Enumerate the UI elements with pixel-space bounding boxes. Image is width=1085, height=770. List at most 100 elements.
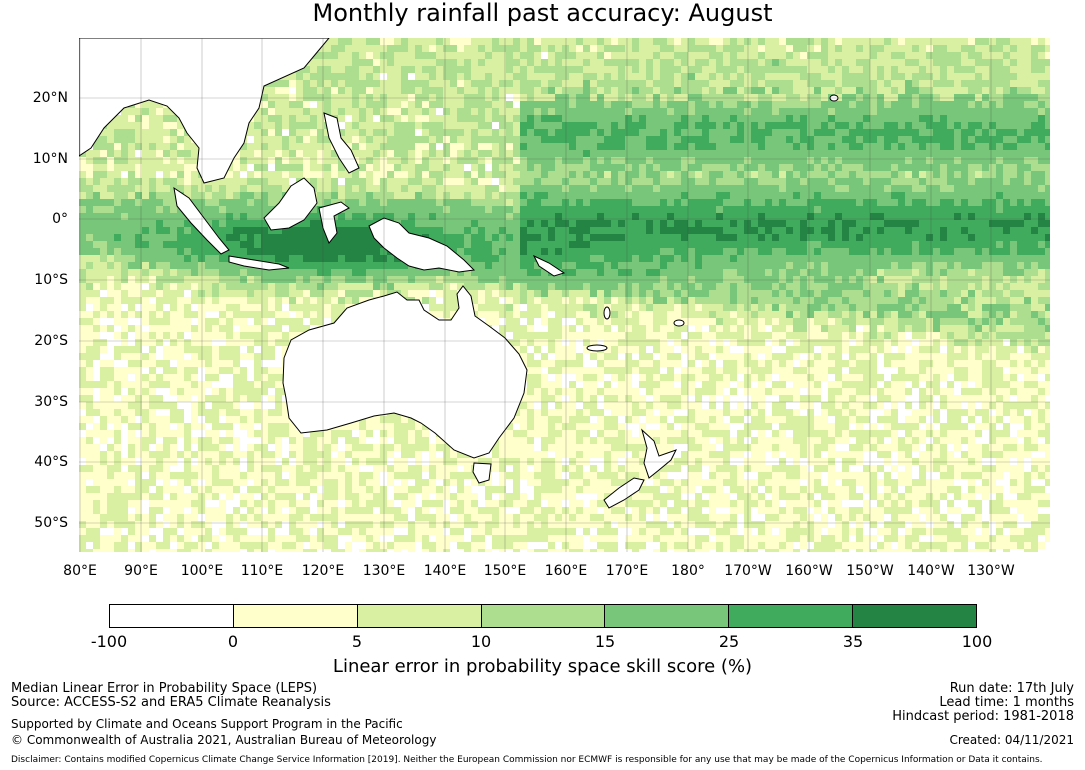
skill-cell: [884, 269, 891, 276]
skill-cell: [667, 199, 674, 206]
skill-cell: [716, 59, 723, 66]
skill-cell: [702, 150, 709, 157]
skill-cell: [373, 52, 380, 59]
skill-cell: [534, 73, 541, 80]
skill-cell: [702, 178, 709, 185]
skill-cell: [198, 262, 205, 269]
skill-cell: [310, 115, 317, 122]
skill-cell: [604, 108, 611, 115]
skill-cell: [842, 206, 849, 213]
skill-cell: [982, 66, 989, 73]
skill-cell: [380, 73, 387, 80]
skill-cell: [373, 206, 380, 213]
skill-cell: [870, 255, 877, 262]
skill-cell: [1010, 248, 1017, 255]
skill-cell: [317, 220, 324, 227]
skill-cell: [702, 220, 709, 227]
skill-cell: [380, 164, 387, 171]
skill-cell: [870, 157, 877, 164]
skill-cell: [856, 185, 863, 192]
skill-cell: [422, 80, 429, 87]
skill-cell: [905, 94, 912, 101]
skill-cell: [751, 101, 758, 108]
skill-cell: [191, 157, 198, 164]
skill-cell: [520, 255, 527, 262]
skill-cell: [576, 234, 583, 241]
skill-cell: [765, 199, 772, 206]
skill-cell: [408, 178, 415, 185]
skill-cell: [765, 178, 772, 185]
skill-cell: [296, 136, 303, 143]
skill-cell: [373, 255, 380, 262]
skill-cell: [366, 101, 373, 108]
map-title: Monthly rainfall past accuracy: August: [312, 0, 773, 27]
skill-cell: [842, 94, 849, 101]
skill-cell: [877, 115, 884, 122]
skill-cell: [240, 157, 247, 164]
skill-cell: [163, 220, 170, 227]
skill-cell: [625, 171, 632, 178]
skill-cell: [492, 73, 499, 80]
skill-cell: [471, 45, 478, 52]
skill-cell: [1038, 122, 1045, 129]
skill-cell: [79, 255, 86, 262]
skill-cell: [527, 192, 534, 199]
skill-cell: [758, 38, 765, 45]
skill-cell: [583, 101, 590, 108]
skill-cell: [170, 115, 177, 122]
skill-cell: [877, 59, 884, 66]
skill-cell: [422, 276, 429, 283]
skill-cell: [198, 255, 205, 262]
skill-cell: [485, 157, 492, 164]
skill-cell: [730, 108, 737, 115]
skill-cell: [1010, 157, 1017, 164]
skill-cell: [464, 171, 471, 178]
skill-cell: [758, 206, 765, 213]
skill-cell: [317, 108, 324, 115]
skill-cell: [961, 157, 968, 164]
skill-cell: [450, 101, 457, 108]
skill-cell: [506, 178, 513, 185]
skill-cell: [695, 122, 702, 129]
skill-cell: [317, 143, 324, 150]
skill-cell: [814, 206, 821, 213]
skill-cell: [450, 171, 457, 178]
skill-cell: [394, 108, 401, 115]
skill-cell: [93, 206, 100, 213]
skill-cell: [436, 185, 443, 192]
skill-cell: [1024, 101, 1031, 108]
skill-cell: [394, 143, 401, 150]
skill-cell: [401, 66, 408, 73]
skill-cell: [541, 94, 548, 101]
skill-cell: [919, 87, 926, 94]
skill-cell: [961, 38, 968, 45]
skill-cell: [401, 143, 408, 150]
skill-cell: [128, 157, 135, 164]
skill-cell: [919, 255, 926, 262]
skill-cell: [184, 227, 191, 234]
skill-cell: [135, 122, 142, 129]
skill-cell: [737, 283, 744, 290]
skill-cell: [583, 192, 590, 199]
skill-cell: [590, 220, 597, 227]
skill-cell: [891, 262, 898, 269]
skill-cell: [324, 178, 331, 185]
skill-cell: [695, 66, 702, 73]
skill-cell: [1031, 129, 1038, 136]
skill-cell: [968, 136, 975, 143]
skill-cell: [562, 45, 569, 52]
skill-cell: [765, 80, 772, 87]
skill-cell: [681, 220, 688, 227]
skill-cell: [1045, 129, 1050, 136]
skill-cell: [499, 150, 506, 157]
skill-cell: [947, 269, 954, 276]
skill-cell: [408, 199, 415, 206]
skill-cell: [709, 269, 716, 276]
skill-cell: [772, 38, 779, 45]
skill-cell: [891, 59, 898, 66]
skill-cell: [338, 255, 345, 262]
skill-cell: [107, 283, 114, 290]
skill-cell: [569, 213, 576, 220]
skill-cell: [359, 66, 366, 73]
skill-cell: [793, 59, 800, 66]
